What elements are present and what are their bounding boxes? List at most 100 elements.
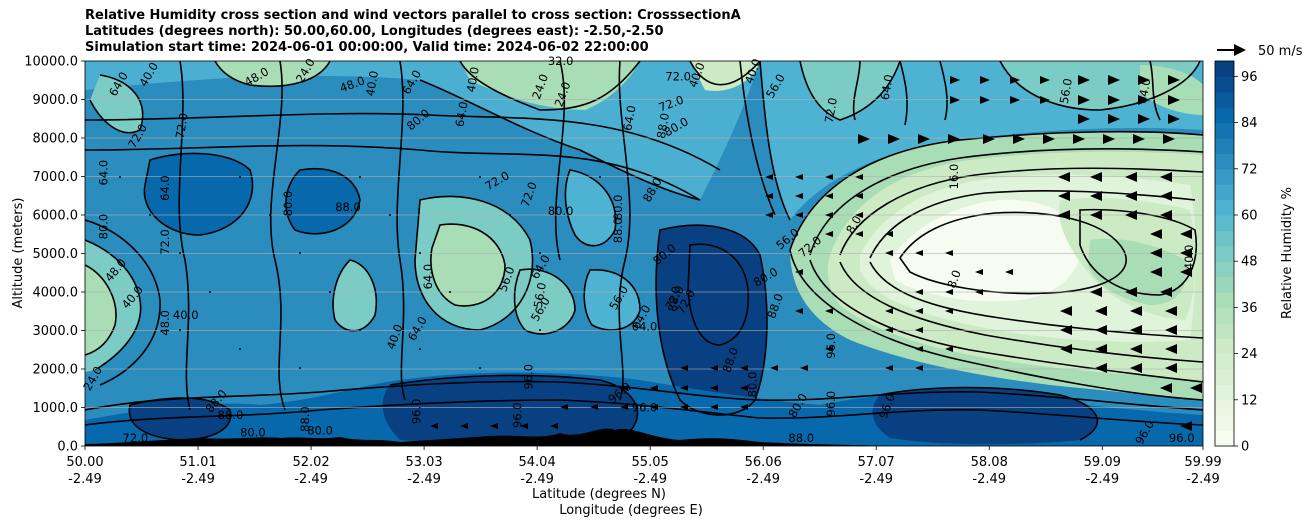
title-line-2: Latitudes (degrees north): 50.00,60.00, … bbox=[85, 24, 664, 39]
colorbar-band bbox=[1215, 384, 1234, 401]
x-tick-label-lon: -2.49 bbox=[520, 472, 554, 487]
y-tick-label: 2000.0 bbox=[33, 363, 79, 378]
y-axis: 0.0 1000.0 2000.0 3000.0 4000.0 5000.0 6000.0 7… bbox=[24, 55, 85, 455]
x-tick-label-lon: -2.49 bbox=[972, 472, 1006, 487]
contour-label: 88.0 bbox=[218, 408, 244, 422]
colorbar-tick-label: 84 bbox=[1241, 116, 1258, 131]
colorbar-band bbox=[1215, 91, 1234, 108]
colorbar-band bbox=[1215, 322, 1234, 339]
colorbar-tick-label: 12 bbox=[1241, 393, 1258, 408]
contour-label: 96.0 bbox=[824, 333, 838, 359]
colorbar-band bbox=[1215, 153, 1234, 170]
contour-label: 80.0 bbox=[745, 372, 759, 398]
contour-label: 64.0 bbox=[158, 175, 172, 201]
contour-lines bbox=[85, 61, 1203, 441]
chart-title: Relative Humidity cross section and wind… bbox=[85, 8, 741, 56]
y-tick-label: 6000.0 bbox=[33, 209, 79, 224]
x-tick-label-lat: 50.00 bbox=[66, 455, 103, 470]
colorbar-band bbox=[1215, 230, 1234, 247]
contour-label: 72.0 bbox=[158, 229, 172, 255]
contour-label: 64.0 bbox=[452, 100, 470, 128]
x-tick-label-lon: -2.49 bbox=[859, 472, 893, 487]
colorbar-band bbox=[1215, 399, 1234, 416]
x-tick-label-lon: -2.49 bbox=[1186, 472, 1220, 487]
contour-label: 88.0 bbox=[611, 218, 625, 244]
contour-label: 64.0 bbox=[421, 264, 435, 290]
colorbar: 0 12 24 36 48 60 72 84 96 bbox=[1214, 60, 1258, 455]
contour-label: 96.0 bbox=[522, 364, 536, 390]
title-line-1: Relative Humidity cross section and wind… bbox=[85, 8, 741, 23]
contour-label: 80.0 bbox=[281, 191, 295, 217]
y-tick-label: 8000.0 bbox=[33, 132, 79, 147]
x-axis: 50.00 -2.49 51.01 -2.49 52.02 -2.49 53.03 -2.49… bbox=[66, 446, 1222, 487]
colorbar-band bbox=[1215, 261, 1234, 278]
x-tick-label-lon: -2.49 bbox=[294, 472, 328, 487]
colorbar-band bbox=[1215, 292, 1234, 308]
colorbar-band bbox=[1215, 338, 1234, 355]
colorbar-tick-label: 60 bbox=[1241, 209, 1258, 224]
contour-label: 96.0 bbox=[410, 399, 424, 425]
colorbar-tick-label: 72 bbox=[1241, 162, 1258, 177]
y-tick-label: 10000.0 bbox=[24, 55, 78, 70]
colorbar-band bbox=[1215, 276, 1234, 293]
contour-label: 72.0 bbox=[822, 97, 840, 125]
contour-label: 80.0 bbox=[307, 423, 333, 437]
x-tick-label-lon: -2.49 bbox=[407, 472, 441, 487]
terrain bbox=[85, 428, 900, 446]
x-axis-label-longitude: Longitude (degrees E) bbox=[559, 503, 703, 518]
contour-label: 64.0 bbox=[632, 320, 658, 334]
contour-label: 88.0 bbox=[665, 285, 683, 313]
contour-label: 80.0 bbox=[548, 204, 574, 218]
x-tick-label-lon: -2.49 bbox=[68, 472, 102, 487]
colorbar-tick-label: 0 bbox=[1241, 440, 1249, 455]
y-tick-label: 5000.0 bbox=[33, 247, 79, 262]
wind-arrows-west bbox=[430, 172, 1202, 431]
contour-label: 80.0 bbox=[240, 425, 266, 439]
colorbar-band bbox=[1215, 107, 1234, 124]
colorbar-band bbox=[1215, 61, 1234, 77]
x-tick-label-lat: 55.05 bbox=[632, 455, 669, 470]
quiver-key-label: 50 m/s bbox=[1258, 44, 1303, 59]
x-tick-label-lat: 52.02 bbox=[292, 455, 329, 470]
colorbar-band bbox=[1215, 415, 1234, 432]
contour-label: 48.0 bbox=[158, 310, 172, 336]
contour-label: 80.0 bbox=[611, 194, 625, 220]
colorbar-label: Relative Humidity % bbox=[1280, 187, 1295, 319]
contour-label: 40.0 bbox=[1182, 245, 1196, 271]
contour-label: 8.0 bbox=[944, 268, 963, 290]
x-tick-label-lon: -2.49 bbox=[1085, 472, 1119, 487]
contour-label: 88.0 bbox=[335, 200, 361, 214]
contour-label: 96.0 bbox=[510, 402, 524, 428]
colorbar-band bbox=[1215, 76, 1234, 93]
contour-label: 88.0 bbox=[654, 112, 672, 140]
contour-label: 64.0 bbox=[878, 73, 896, 101]
colorbar-tick-label: 96 bbox=[1241, 70, 1258, 85]
y-tick-label: 9000.0 bbox=[33, 93, 79, 108]
contour-label: 88.0 bbox=[788, 431, 814, 445]
y-axis-label: Altitude (meters) bbox=[11, 198, 26, 309]
x-tick-label-lat: 58.08 bbox=[971, 455, 1008, 470]
colorbar-band bbox=[1215, 245, 1234, 262]
contour-label: 96.0 bbox=[632, 400, 658, 414]
contour-label: 72.0 bbox=[123, 431, 149, 445]
x-tick-label-lat: 56.06 bbox=[745, 455, 782, 470]
colorbar-band bbox=[1215, 199, 1234, 216]
contour-label: 40.0 bbox=[464, 66, 482, 94]
contour-label: 40.0 bbox=[173, 308, 199, 322]
x-tick-label-lon: -2.49 bbox=[746, 472, 780, 487]
contour-label: 64.0 bbox=[1135, 77, 1153, 105]
contour-label: 16.0 bbox=[947, 164, 961, 190]
x-tick-label-lon: -2.49 bbox=[181, 472, 215, 487]
wind-vectors bbox=[119, 75, 1202, 431]
colorbar-tick-label: 36 bbox=[1241, 301, 1258, 316]
colorbar-tick-label: 24 bbox=[1241, 347, 1258, 362]
y-tick-label: 0.0 bbox=[57, 440, 78, 455]
x-tick-label-lat: 57.07 bbox=[858, 455, 895, 470]
y-tick-label: 3000.0 bbox=[33, 324, 79, 339]
colorbar-band bbox=[1215, 353, 1234, 370]
x-tick-label-lat: 59.99 bbox=[1184, 455, 1221, 470]
colorbar-band bbox=[1215, 369, 1234, 385]
colorbar-band bbox=[1215, 122, 1234, 139]
contour-label: 96.0 bbox=[824, 391, 838, 417]
